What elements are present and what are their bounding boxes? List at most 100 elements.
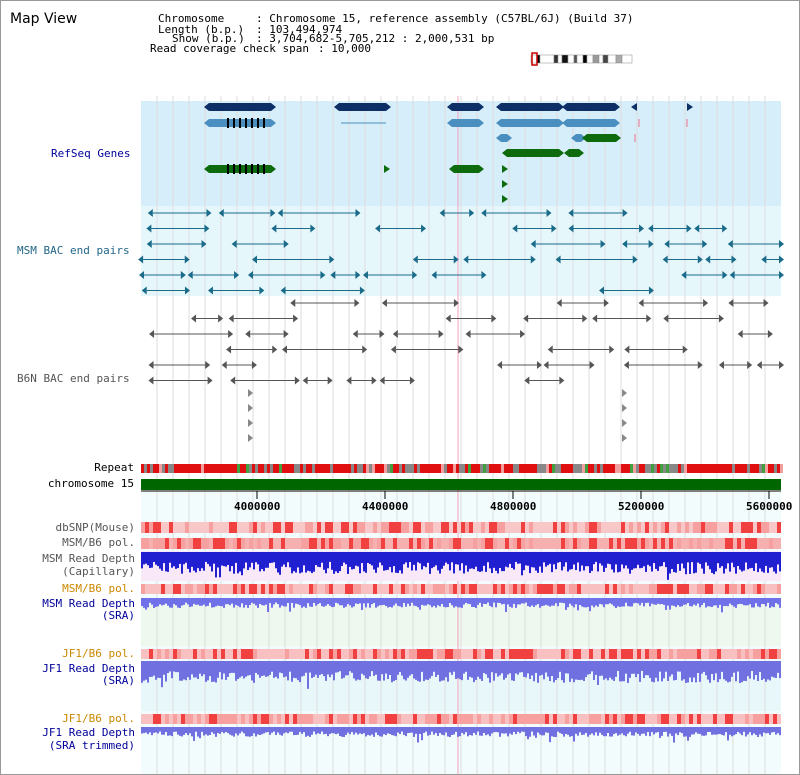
msm-sra-depth-bar [417, 598, 419, 608]
msm-capillary-depth-bar [437, 552, 439, 571]
msm-sra-depth-bar [183, 598, 185, 605]
b6n-bac-pair-end [148, 376, 154, 385]
jf1-sra-depth-bar [237, 661, 239, 680]
msm-b6-pol-strip [761, 538, 765, 549]
msm-capillary-depth-bar [617, 552, 619, 573]
track-label-chromosome[interactable]: chromosome 15 [47, 477, 134, 490]
jf1-sra-depth-bar [177, 661, 179, 673]
repeat-bar [639, 464, 642, 473]
jf1-sra-depth-bar [205, 661, 207, 682]
track-label-msm-bac[interactable]: MSM BAC end pairs [17, 244, 130, 257]
msm-capillary-depth-bar [301, 552, 303, 573]
track-label-msm-b6-pol-sra[interactable]: MSM/B6 pol. [62, 582, 135, 595]
msm-capillary-depth-bar [159, 552, 161, 569]
msm-b6-pol-sra-strip [633, 584, 637, 594]
jf1-sra-depth-bar [223, 661, 225, 674]
jf1-sra-depth-bar [529, 661, 531, 679]
track-label-jf1-depth-trimmed[interactable]: JF1 Read Depth [42, 726, 135, 739]
jf1-trim-depth-bar [639, 727, 641, 736]
msm-sra-depth-bar [511, 598, 513, 608]
jf1-b6-pol-strip [513, 649, 517, 659]
msm-b6-pol-strip [737, 538, 741, 549]
jf1-b6-pol-trim-strip [141, 714, 145, 724]
dbsnp-strip [453, 522, 457, 533]
msm-sra-depth-bar [331, 598, 333, 608]
jf1-sra-depth-bar [273, 661, 275, 678]
jf1-sra-depth-bar [421, 661, 423, 672]
jf1-sra-depth-bar [719, 661, 721, 680]
dbsnp-strip [705, 522, 709, 533]
msm-b6-pol-strip [185, 538, 189, 549]
jf1-sra-depth-bar [559, 661, 561, 672]
msm-bac-pair-end [481, 209, 487, 217]
msm-sra-depth-bar [373, 598, 375, 603]
msm-bac-pair-end [702, 240, 708, 248]
repeat-bar [534, 464, 537, 473]
repeat-bar [438, 464, 441, 473]
jf1-trim-depth-bar [243, 727, 245, 734]
repeat-bar [678, 464, 681, 473]
track-label-dbsnp[interactable]: dbSNP(Mouse) [55, 521, 135, 534]
track-label-jf1-b6-pol[interactable]: JF1/B6 pol. [62, 647, 135, 660]
msm-sra-depth-bar [325, 598, 327, 606]
jf1-trim-depth-bar [569, 727, 571, 737]
msm-bac-pair-end [512, 224, 518, 233]
jf1-trim-depth-bar [235, 727, 237, 734]
repeat-bar [330, 464, 333, 473]
msm-bac-pair-end [722, 224, 728, 233]
gene-arrow [579, 149, 584, 157]
msm-sra-depth-bar [685, 598, 687, 605]
jf1-sra-depth-bar [715, 661, 717, 674]
jf1-sra-depth-bar [355, 661, 357, 681]
jf1-sra-depth-bar [407, 661, 409, 678]
track-label-msm-depth-capillary[interactable]: MSM Read Depth [42, 552, 135, 565]
track-label-b6n-bac[interactable]: B6N BAC end pairs [17, 372, 130, 385]
jf1-trim-depth-bar [413, 727, 415, 737]
msm-capillary-depth-bar [423, 552, 425, 567]
msm-sra-depth-bar [159, 598, 161, 605]
msm-sra-depth-bar [661, 598, 663, 605]
msm-b6-pol-sra-strip [609, 584, 613, 594]
msm-capillary-depth-bar [569, 552, 571, 570]
dbsnp-strip [309, 522, 313, 533]
track-label-jf1-b6-pol-trim[interactable]: JF1/B6 pol. [62, 712, 135, 725]
msm-sra-depth-bar [155, 598, 157, 607]
jf1-b6-pol-trim-strip [277, 714, 281, 724]
jf1-sra-depth-bar [705, 661, 707, 676]
msm-bac-pair-end [731, 255, 737, 264]
jf1-sra-depth-bar [429, 661, 431, 679]
msm-capillary-depth-bar [389, 552, 391, 568]
track-label-msm-b6-pol[interactable]: MSM/B6 pol. [62, 536, 135, 549]
repeat-bar [567, 464, 570, 473]
repeat-bar [693, 464, 696, 473]
jf1-sra-depth-bar [537, 661, 539, 683]
track-label-refseq-genes[interactable]: RefSeq Genes [51, 147, 131, 160]
msm-capillary-depth-bar [313, 552, 315, 572]
jf1-trim-depth-bar [341, 727, 343, 737]
jf1-trim-depth-bar [207, 727, 209, 736]
gene-arrow [479, 103, 484, 111]
track-label-repeat[interactable]: Repeat [94, 461, 134, 474]
gene-arrow [615, 119, 620, 127]
gene-exon [257, 118, 259, 128]
jf1-sra-depth-bar [775, 661, 777, 678]
jf1-sra-depth-bar [707, 661, 709, 680]
jf1-trim-depth-bar [529, 727, 531, 737]
msm-sra-depth-bar [175, 598, 177, 606]
track-label-jf1-depth-sra[interactable]: JF1 Read Depth [42, 662, 135, 675]
gene-arrow [271, 103, 276, 111]
jf1-trim-depth-bar [271, 727, 273, 733]
jf1-sra-depth-bar [767, 661, 769, 680]
jf1-b6-pol-trim-strip [661, 714, 665, 724]
gene-arrow [496, 134, 501, 142]
msm-b6-pol-strip [533, 538, 537, 549]
repeat-bar [732, 464, 735, 473]
msm-capillary-depth-bar [289, 552, 291, 568]
jf1-trim-depth-bar [611, 727, 613, 737]
msm-capillary-depth-bar [611, 552, 613, 570]
track-label-msm-depth-sra[interactable]: MSM Read Depth [42, 597, 135, 610]
dbsnp-strip [657, 522, 661, 533]
jf1-b6-pol-strip [669, 649, 673, 659]
b6n-bac-pair-end [293, 314, 299, 323]
